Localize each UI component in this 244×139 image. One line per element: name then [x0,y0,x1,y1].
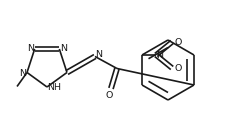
Text: O: O [105,91,113,100]
Text: O: O [174,64,182,73]
Text: N: N [156,50,163,59]
Text: N: N [60,44,67,53]
Text: N: N [95,50,102,59]
Text: N: N [27,44,34,53]
Text: O: O [174,38,182,47]
Text: NH: NH [47,84,61,92]
Text: N: N [20,69,27,78]
